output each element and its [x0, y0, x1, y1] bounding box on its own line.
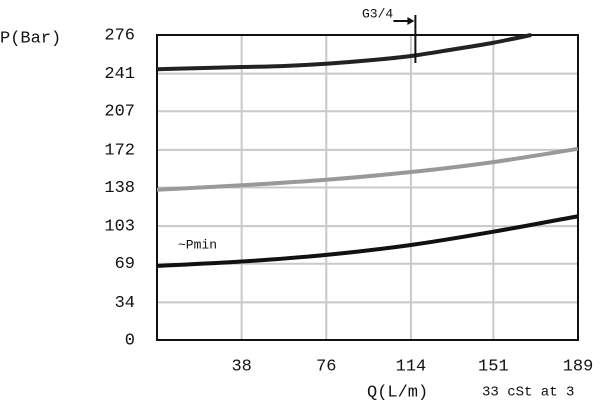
annotation: G3/4	[362, 6, 393, 21]
y-tick-label: 241	[104, 65, 135, 84]
x-tick-label: 114	[396, 357, 427, 376]
curve	[156, 33, 532, 72]
y-axis-label: P(Bar)	[0, 29, 61, 48]
y-tick-label: 0	[125, 331, 135, 350]
y-tick-label: 138	[104, 179, 135, 198]
curve	[156, 146, 579, 192]
plot-border	[156, 34, 579, 341]
x-axis-label: Q(L/m)	[367, 383, 428, 402]
y-tick-label: 34	[115, 294, 135, 313]
y-tick-label: 103	[104, 218, 135, 237]
y-tick-label: 172	[104, 141, 135, 160]
annotation-arrowhead	[407, 17, 415, 25]
y-tick-label: 207	[104, 103, 135, 122]
x-tick-label: 76	[316, 357, 336, 376]
x-tick-label: 151	[478, 357, 509, 376]
x-tick-label: 38	[231, 357, 251, 376]
note: 33 cSt at 3	[482, 385, 574, 401]
x-tick-label: 189	[563, 357, 594, 376]
curve	[156, 214, 579, 268]
annotation: ~Pmin	[178, 237, 217, 252]
y-tick-label: 69	[115, 255, 135, 274]
y-tick-label: 276	[104, 26, 135, 45]
